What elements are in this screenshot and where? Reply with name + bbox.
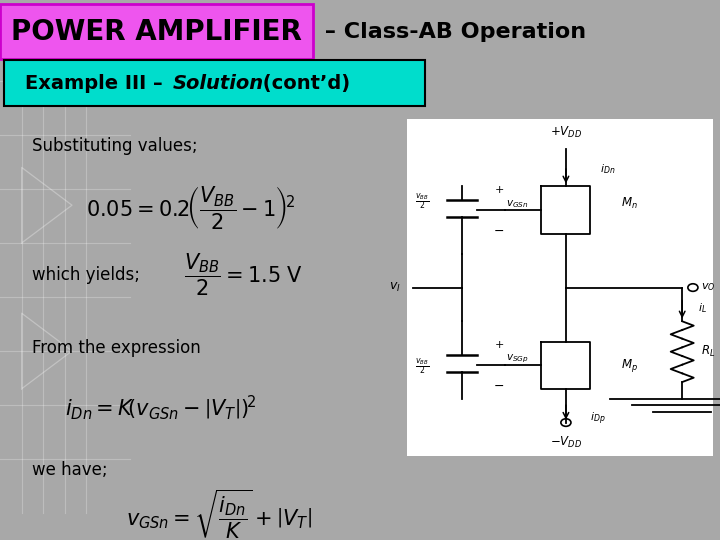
Text: we have;: we have; [32, 461, 108, 479]
Text: $v_O$: $v_O$ [701, 282, 715, 293]
Text: $+V_{DD}$: $+V_{DD}$ [550, 125, 582, 140]
Text: $i_{Dp}$: $i_{Dp}$ [590, 411, 606, 427]
Text: $0.05 = 0.2\!\left(\dfrac{V_{BB}}{2} - 1\right)^{\!2}$: $0.05 = 0.2\!\left(\dfrac{V_{BB}}{2} - 1… [86, 184, 296, 232]
Text: (cont’d): (cont’d) [256, 74, 350, 93]
Text: $i_{Dn}$: $i_{Dn}$ [600, 163, 615, 177]
FancyBboxPatch shape [4, 60, 425, 106]
Text: Example III –: Example III – [25, 74, 170, 93]
Text: $-V_{DD}$: $-V_{DD}$ [550, 435, 582, 450]
FancyBboxPatch shape [407, 119, 713, 456]
Text: $-$: $-$ [493, 224, 504, 237]
Text: $M_n$: $M_n$ [621, 195, 638, 211]
Text: $\frac{v_{BB}}{2}$: $\frac{v_{BB}}{2}$ [415, 357, 429, 377]
Text: $v_{SGp}$: $v_{SGp}$ [505, 353, 528, 365]
Text: $i_{Dn} = K\!\left(v_{GSn} - \left|V_T\right|\right)^{\!2}$: $i_{Dn} = K\!\left(v_{GSn} - \left|V_T\r… [65, 393, 256, 422]
Text: $v_I$: $v_I$ [389, 281, 400, 294]
Text: $+$: $+$ [493, 184, 504, 195]
Text: $v_{GSn}$: $v_{GSn}$ [505, 198, 528, 210]
Text: $v_{GSn} = \sqrt{\dfrac{i_{Dn}}{K}} + \left|V_T\right|$: $v_{GSn} = \sqrt{\dfrac{i_{Dn}}{K}} + \l… [126, 487, 312, 540]
Text: $-$: $-$ [493, 379, 504, 392]
Text: – Class-AB Operation: – Class-AB Operation [317, 22, 586, 42]
Text: $+$: $+$ [493, 340, 504, 350]
Text: Solution: Solution [173, 74, 264, 93]
Text: which yields;: which yields; [32, 266, 140, 285]
Text: From the expression: From the expression [32, 339, 201, 357]
Text: $M_p$: $M_p$ [621, 357, 638, 374]
Text: $i_L$: $i_L$ [698, 301, 706, 315]
Text: $\dfrac{V_{BB}}{2} = 1.5\;\mathrm{V}$: $\dfrac{V_{BB}}{2} = 1.5\;\mathrm{V}$ [184, 252, 302, 299]
Text: $\frac{v_{BB}}{2}$: $\frac{v_{BB}}{2}$ [415, 191, 429, 212]
Text: Substituting values;: Substituting values; [32, 137, 198, 155]
FancyBboxPatch shape [0, 4, 313, 59]
Text: $R_L$: $R_L$ [701, 344, 715, 359]
Text: POWER AMPLIFIER: POWER AMPLIFIER [12, 18, 302, 46]
